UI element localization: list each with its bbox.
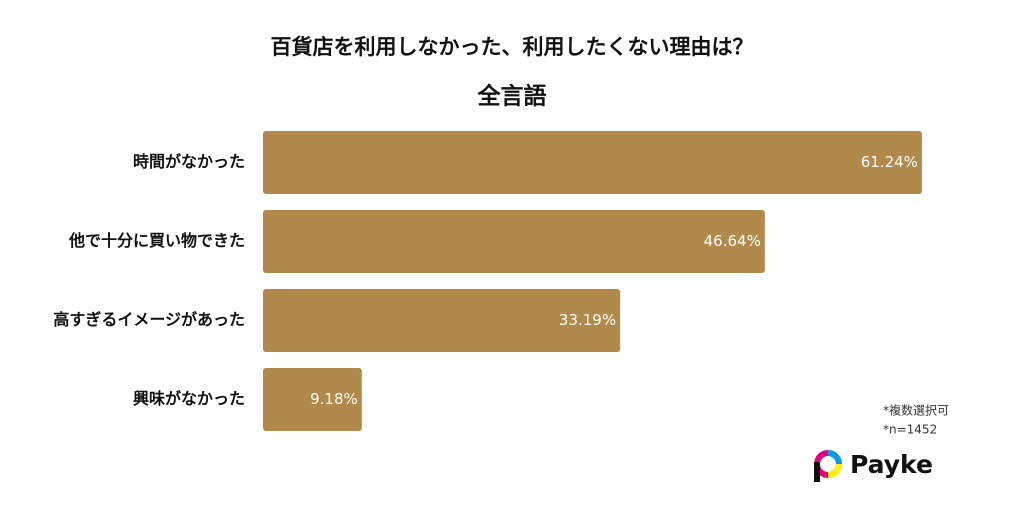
logo-arc [827,463,842,478]
logo-icon [814,450,842,482]
note: *n=1452 [883,423,937,437]
category-label: 興味がなかった [133,389,245,408]
bar [263,368,362,431]
bar [263,210,765,273]
brand: Payke [850,450,933,479]
value-label: 61.24% [861,153,918,171]
logo-stem [814,462,820,482]
category-label: 時間がなかった [133,152,245,171]
chart-title: 百貨店を利用しなかった、利用したくない理由は？ [271,35,754,59]
bar [263,289,621,352]
value-label: 46.64% [704,232,761,250]
value-label: 9.18% [310,390,358,408]
logo-arc [827,450,842,465]
category-label: 他で十分に買い物できた [68,231,245,250]
category-label: 高すぎるイメージがあった [53,310,245,329]
value-label: 33.19% [559,311,616,329]
bar [263,131,922,194]
note: *複数選択可 [883,403,949,418]
chart-subtitle: 全言語 [477,83,547,110]
